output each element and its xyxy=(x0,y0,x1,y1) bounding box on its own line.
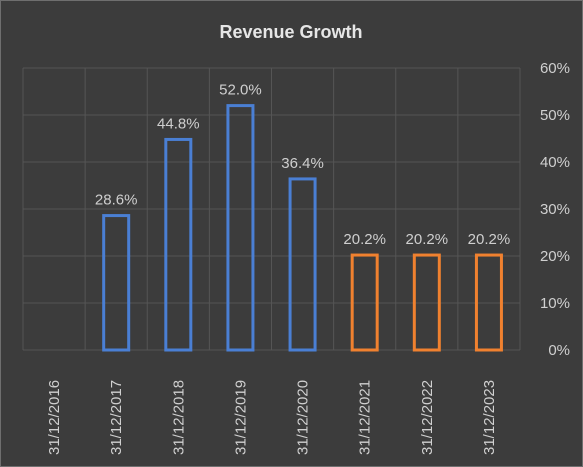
x-tick-label: 31/12/2019 xyxy=(232,380,249,455)
x-tick-label: 31/12/2018 xyxy=(170,380,187,455)
y-tick-label: 10% xyxy=(540,295,570,312)
data-label: 44.8% xyxy=(157,115,200,132)
bar xyxy=(350,253,379,352)
y-tick-label: 60% xyxy=(540,60,570,77)
bar xyxy=(102,214,131,352)
bar xyxy=(288,177,317,352)
data-label: 52.0% xyxy=(219,82,262,99)
bar xyxy=(412,253,441,352)
x-axis: 31/12/2016 31/12/2017 31/12/2018 31/12/2019… xyxy=(46,380,498,455)
x-tick-label: 31/12/2020 xyxy=(295,380,312,455)
data-label: 36.4% xyxy=(281,155,324,172)
bar xyxy=(164,137,193,352)
data-labels: 28.6% 44.8% 52.0% 36.4% 20.2% 20.2% 20.2% xyxy=(95,82,510,248)
data-label: 20.2% xyxy=(343,231,386,248)
x-tick-label: 31/12/2016 xyxy=(46,380,63,455)
chart-title: Revenue Growth xyxy=(219,22,362,42)
data-label: 20.2% xyxy=(406,231,449,248)
bar xyxy=(226,104,255,352)
y-tick-label: 20% xyxy=(540,248,570,265)
x-tick-label: 31/12/2022 xyxy=(419,380,436,455)
y-tick-label: 30% xyxy=(540,201,570,218)
x-tick-label: 31/12/2017 xyxy=(108,380,125,455)
y-tick-label: 40% xyxy=(540,154,570,171)
data-label: 28.6% xyxy=(95,192,138,209)
x-tick-label: 31/12/2021 xyxy=(357,380,374,455)
y-tick-label: 50% xyxy=(540,107,570,124)
y-tick-label: 0% xyxy=(548,342,570,359)
gridlines xyxy=(22,67,521,351)
y-axis: 0% 10% 20% 30% 40% 50% 60% xyxy=(540,60,570,359)
bars xyxy=(102,104,503,352)
data-label: 20.2% xyxy=(468,231,511,248)
x-tick-label: 31/12/2023 xyxy=(481,380,498,455)
bar xyxy=(474,253,503,352)
